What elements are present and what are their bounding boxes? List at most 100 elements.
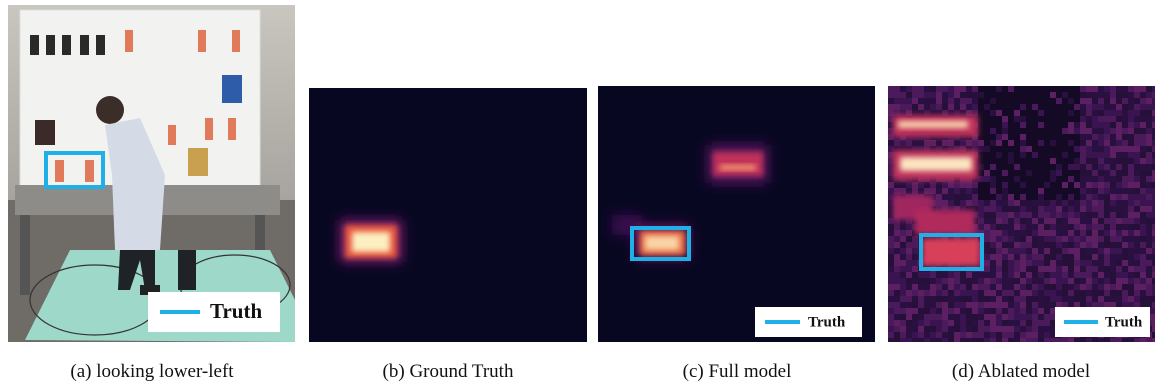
noise-cell bbox=[1062, 86, 1068, 92]
noise-cell bbox=[1116, 248, 1122, 254]
noise-cell bbox=[918, 182, 924, 188]
noise-cell bbox=[1116, 110, 1122, 116]
noise-cell bbox=[1080, 164, 1086, 170]
noise-cell bbox=[1122, 284, 1128, 290]
noise-cell bbox=[1074, 290, 1080, 296]
noise-cell bbox=[1152, 254, 1155, 260]
noise-cell bbox=[918, 302, 924, 308]
noise-cell bbox=[1074, 278, 1080, 284]
noise-cell bbox=[1080, 338, 1086, 342]
noise-cell bbox=[1134, 200, 1140, 206]
noise-cell bbox=[924, 332, 930, 338]
noise-cell bbox=[1098, 224, 1104, 230]
noise-cell bbox=[1092, 236, 1098, 242]
noise-cell bbox=[906, 104, 912, 110]
noise-cell bbox=[1026, 236, 1032, 242]
noise-cell bbox=[1110, 92, 1116, 98]
noise-cell bbox=[1050, 146, 1056, 152]
noise-cell bbox=[1116, 254, 1122, 260]
noise-cell bbox=[1056, 248, 1062, 254]
noise-cell bbox=[894, 320, 900, 326]
noise-cell bbox=[1074, 242, 1080, 248]
noise-cell bbox=[948, 302, 954, 308]
noise-cell bbox=[996, 296, 1002, 302]
noise-cell bbox=[1116, 98, 1122, 104]
noise-cell bbox=[1026, 176, 1032, 182]
noise-cell bbox=[1152, 104, 1155, 110]
noise-cell bbox=[1140, 224, 1146, 230]
noise-cell bbox=[900, 140, 906, 146]
noise-cell bbox=[1026, 146, 1032, 152]
noise-cell bbox=[1104, 86, 1110, 92]
noise-cell bbox=[1086, 152, 1092, 158]
noise-cell bbox=[912, 248, 918, 254]
noise-cell bbox=[954, 86, 960, 92]
noise-cell bbox=[990, 116, 996, 122]
noise-cell bbox=[1098, 296, 1104, 302]
noise-cell bbox=[888, 98, 894, 104]
noise-cell bbox=[996, 182, 1002, 188]
noise-cell bbox=[1116, 86, 1122, 92]
noise-cell bbox=[1122, 206, 1128, 212]
noise-cell bbox=[1140, 92, 1146, 98]
noise-cell bbox=[978, 128, 984, 134]
noise-cell bbox=[966, 332, 972, 338]
noise-cell bbox=[1062, 98, 1068, 104]
noise-cell bbox=[1074, 110, 1080, 116]
noise-cell bbox=[900, 98, 906, 104]
noise-cell bbox=[1134, 92, 1140, 98]
noise-cell bbox=[930, 314, 936, 320]
noise-cell bbox=[1032, 146, 1038, 152]
noise-cell bbox=[1062, 152, 1068, 158]
noise-cell bbox=[1032, 260, 1038, 266]
heatmap-panel: Truth bbox=[888, 86, 1155, 342]
noise-cell bbox=[990, 92, 996, 98]
noise-cell bbox=[1014, 98, 1020, 104]
noise-cell bbox=[888, 86, 894, 92]
noise-cell bbox=[978, 104, 984, 110]
noise-cell bbox=[990, 308, 996, 314]
noise-cell bbox=[1134, 146, 1140, 152]
noise-cell bbox=[894, 266, 900, 272]
noise-cell bbox=[966, 320, 972, 326]
noise-cell bbox=[912, 272, 918, 278]
noise-cell bbox=[924, 302, 930, 308]
noise-cell bbox=[1062, 278, 1068, 284]
noise-cell bbox=[936, 326, 942, 332]
noise-cell bbox=[1134, 152, 1140, 158]
noise-cell bbox=[1020, 128, 1026, 134]
noise-cell bbox=[906, 254, 912, 260]
noise-cell bbox=[1122, 164, 1128, 170]
noise-cell bbox=[1146, 116, 1152, 122]
noise-cell bbox=[1122, 122, 1128, 128]
noise-cell bbox=[924, 296, 930, 302]
noise-cell bbox=[1074, 152, 1080, 158]
noise-cell bbox=[912, 332, 918, 338]
noise-cell bbox=[1128, 98, 1134, 104]
noise-cell bbox=[1074, 266, 1080, 272]
noise-cell bbox=[1068, 212, 1074, 218]
noise-cell bbox=[1044, 194, 1050, 200]
noise-cell bbox=[912, 182, 918, 188]
noise-cell bbox=[906, 338, 912, 342]
noise-cell bbox=[1002, 314, 1008, 320]
noise-cell bbox=[1146, 104, 1152, 110]
noise-cell bbox=[1020, 272, 1026, 278]
noise-cell bbox=[1098, 176, 1104, 182]
noise-cell bbox=[1062, 110, 1068, 116]
noise-cell bbox=[888, 260, 894, 266]
noise-cell bbox=[1092, 182, 1098, 188]
noise-cell bbox=[1044, 284, 1050, 290]
noise-cell bbox=[942, 200, 948, 206]
noise-cell bbox=[1014, 302, 1020, 308]
noise-cell bbox=[930, 272, 936, 278]
noise-cell bbox=[1068, 194, 1074, 200]
noise-cell bbox=[1086, 110, 1092, 116]
noise-cell bbox=[1116, 236, 1122, 242]
noise-cell bbox=[1104, 116, 1110, 122]
noise-cell bbox=[1068, 254, 1074, 260]
noise-cell bbox=[1014, 140, 1020, 146]
noise-cell bbox=[1038, 242, 1044, 248]
noise-cell bbox=[1152, 146, 1155, 152]
noise-cell bbox=[960, 278, 966, 284]
